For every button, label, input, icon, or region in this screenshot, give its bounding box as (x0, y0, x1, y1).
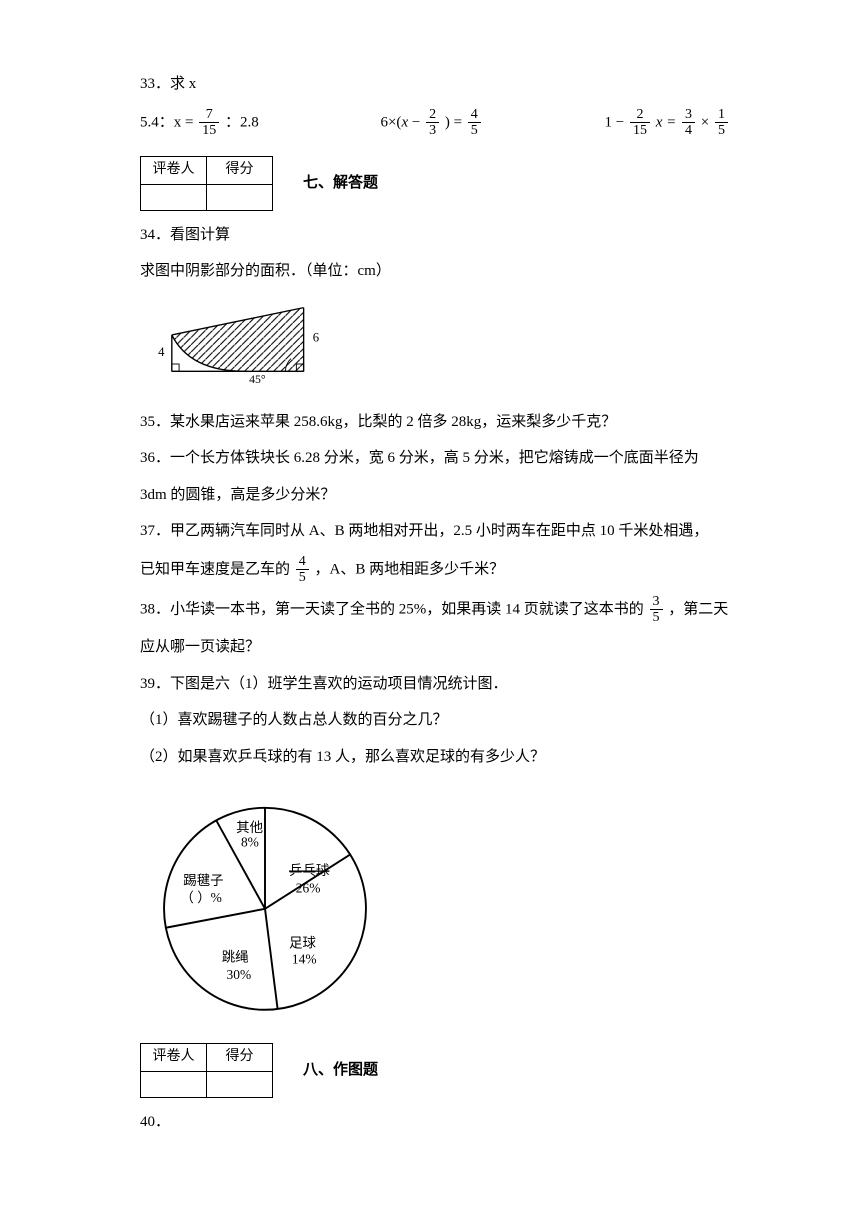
q40: 40． (140, 1108, 730, 1137)
trap-left-label: 4 (158, 345, 165, 359)
q36b: 3dm 的圆锥，高是多少分米？ (140, 481, 730, 510)
eq3-f2d: 4 (682, 123, 695, 138)
trap-angle-label: 45° (249, 372, 266, 386)
eq3-frac1: 215 (630, 107, 650, 139)
score8-h1: 评卷人 (141, 1044, 207, 1072)
q38a-frac: 35 (650, 594, 663, 626)
eq2-post: ) = (445, 114, 466, 130)
pie-pp-p: 26% (296, 881, 321, 896)
eq2-mid: − (408, 114, 424, 130)
pie-chart: 其他 8% 乒乓球 26% 足球 14% 跳绳 30% 踢毽子 （ ）% (140, 779, 390, 1029)
eq1-den: 15 (199, 123, 219, 138)
q34-a: 34．看图计算 (140, 221, 730, 250)
q38a-n: 3 (650, 594, 663, 610)
equation-1: 5.4：x = 715 ：2.8 (140, 107, 259, 139)
q38a-post: ，第二天 (668, 601, 728, 617)
pie-pp-l: 乒乓球 (289, 864, 330, 879)
score-table: 评卷人得分 (140, 156, 273, 211)
eq3-f2n: 3 (682, 107, 695, 123)
eq3-var: x = (656, 114, 680, 130)
q37b-d: 5 (296, 570, 309, 585)
eq3-frac3: 15 (715, 107, 728, 139)
eq2-pre: 6×( (380, 114, 401, 130)
section-7-title: 七、解答题 (303, 169, 378, 198)
eq2-f1n: 2 (426, 107, 439, 123)
q38a-pre: 38．小华读一本书，第一天读了全书的 25%，如果再读 14 页就读了这本书的 (140, 601, 644, 617)
score-row-7: 评卷人得分 七、解答题 (140, 156, 730, 211)
pie-jz-p: （ ）% (180, 891, 221, 906)
equation-3: 1 − 215 x = 34 × 15 (605, 107, 730, 139)
eq2-f1d: 3 (426, 123, 439, 138)
q39a: 39．下图是六（1）班学生喜欢的运动项目情况统计图． (140, 670, 730, 699)
eq3-f3n: 1 (715, 107, 728, 123)
eq1-rhs: ：2.8 (225, 114, 259, 130)
eq3-frac2: 34 (682, 107, 695, 139)
pie-jz-l: 踢毽子 (183, 872, 223, 888)
eq3-f1d: 15 (630, 123, 650, 138)
q37b-n: 4 (296, 554, 309, 570)
score8-blank1 (141, 1072, 207, 1098)
q38b: 应从哪一页读起？ (140, 633, 730, 662)
eq2-f2d: 5 (468, 123, 481, 138)
score-h1: 评卷人 (141, 157, 207, 185)
eq2-frac1: 23 (426, 107, 439, 139)
pie-foot-l: 足球 (289, 936, 316, 951)
q37b: 已知甲车速度是乙车的 45 ，A、B 两地相距多少千米？ (140, 554, 730, 586)
equation-row: 5.4：x = 715 ：2.8 6×(x − 23 ) = 45 1 − 21… (140, 107, 730, 139)
eq3-mid: × (701, 114, 713, 130)
pie-rope-l: 跳绳 (222, 950, 249, 965)
section-8-title: 八、作图题 (303, 1056, 378, 1085)
score-h2: 得分 (207, 157, 273, 185)
q37b-frac: 45 (296, 554, 309, 586)
trapezoid-figure: 4 6 45° (140, 294, 340, 394)
eq3-pre: 1 − (605, 114, 628, 130)
eq2-f2n: 4 (468, 107, 481, 123)
q34-b: 求图中阴影部分的面积．（单位：cm） (140, 257, 730, 286)
eq1-lhs: 5.4：x = (140, 114, 193, 130)
score8-h2: 得分 (207, 1044, 273, 1072)
q38a-d: 5 (650, 610, 663, 625)
q39b: （1）喜欢踢毽子的人数占总人数的百分之几？ (140, 706, 730, 735)
score-table-8: 评卷人得分 (140, 1043, 273, 1098)
q33-title: 33．求 x (140, 70, 730, 99)
pie-other-l: 其他 (236, 820, 263, 835)
q37b-post: ，A、B 两地相距多少千米？ (315, 561, 505, 577)
trap-right-label: 6 (313, 330, 319, 344)
pie-other-p: 8% (241, 835, 259, 850)
q36a: 36．一个长方体铁块长 6.28 分米，宽 6 分米，高 5 分米，把它熔铸成一… (140, 444, 730, 473)
q37b-pre: 已知甲车速度是乙车的 (140, 561, 290, 577)
eq1-frac: 715 (199, 107, 219, 139)
q39c: （2）如果喜欢乒乓球的有 13 人，那么喜欢足球的有多少人？ (140, 743, 730, 772)
score-blank2 (207, 184, 273, 210)
pie-rope-p: 30% (227, 967, 252, 982)
score-blank1 (141, 184, 207, 210)
eq1-num: 7 (199, 107, 219, 123)
eq3-f3d: 5 (715, 123, 728, 138)
q38a: 38．小华读一本书，第一天读了全书的 25%，如果再读 14 页就读了这本书的 … (140, 594, 730, 626)
pie-foot-p: 14% (292, 952, 317, 967)
equation-2: 6×(x − 23 ) = 45 (380, 107, 482, 139)
eq3-f1n: 2 (630, 107, 650, 123)
eq2-frac2: 45 (468, 107, 481, 139)
score8-blank2 (207, 1072, 273, 1098)
q35: 35．某水果店运来苹果 258.6kg，比梨的 2 倍多 28kg，运来梨多少千… (140, 408, 730, 437)
score-row-8: 评卷人得分 八、作图题 (140, 1043, 730, 1098)
q37a: 37．甲乙两辆汽车同时从 A、B 两地相对开出，2.5 小时两车在距中点 10 … (140, 517, 730, 546)
